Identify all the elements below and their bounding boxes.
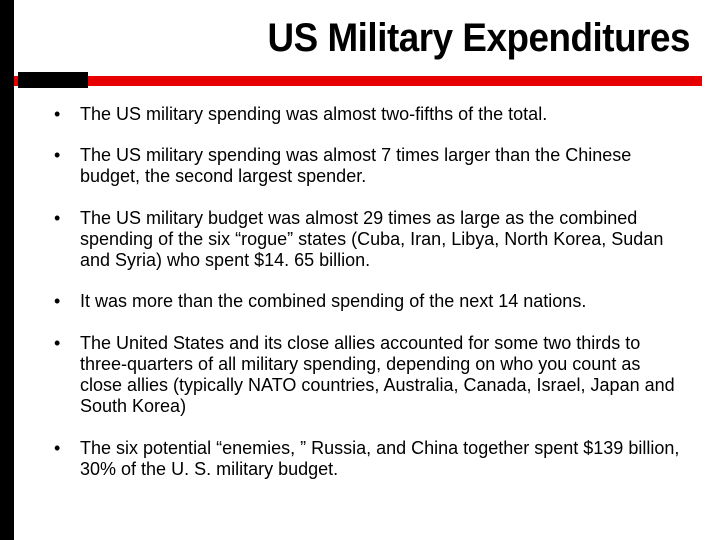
title-block: US Military Expenditures <box>40 16 690 61</box>
content-area: The US military spending was almost two-… <box>50 104 686 500</box>
title-accent-box <box>18 72 88 88</box>
list-item: The United States and its close allies a… <box>50 333 686 418</box>
list-item: It was more than the combined spending o… <box>50 291 686 312</box>
slide-title: US Military Expenditures <box>92 16 690 61</box>
list-item: The US military spending was almost 7 ti… <box>50 145 686 187</box>
bullet-text: The US military spending was almost two-… <box>80 104 547 124</box>
bullet-text: The six potential “enemies, ” Russia, an… <box>80 438 679 479</box>
bullet-text: The US military budget was almost 29 tim… <box>80 208 663 270</box>
bullet-text: The United States and its close allies a… <box>80 333 675 417</box>
left-sidebar-accent <box>0 0 14 540</box>
list-item: The US military spending was almost two-… <box>50 104 686 125</box>
bullet-text: It was more than the combined spending o… <box>80 291 586 311</box>
list-item: The six potential “enemies, ” Russia, an… <box>50 438 686 480</box>
list-item: The US military budget was almost 29 tim… <box>50 208 686 272</box>
bullet-text: The US military spending was almost 7 ti… <box>80 145 631 186</box>
bullet-list: The US military spending was almost two-… <box>50 104 686 480</box>
slide: US Military Expenditures The US military… <box>0 0 720 540</box>
title-underline-rule <box>14 76 702 86</box>
